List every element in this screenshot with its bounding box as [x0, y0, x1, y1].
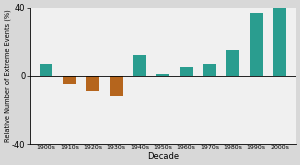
X-axis label: Decade: Decade	[147, 152, 179, 161]
Bar	[226, 50, 239, 76]
Bar	[273, 8, 286, 76]
Y-axis label: Relative Number of Extreme Events (%): Relative Number of Extreme Events (%)	[4, 9, 11, 142]
Bar	[156, 74, 169, 76]
Bar	[110, 76, 122, 96]
Bar	[133, 55, 146, 76]
Bar	[250, 13, 262, 76]
Bar	[40, 64, 52, 76]
Bar	[86, 76, 99, 91]
Bar	[180, 67, 193, 76]
Bar	[203, 64, 216, 76]
Bar	[63, 76, 76, 84]
